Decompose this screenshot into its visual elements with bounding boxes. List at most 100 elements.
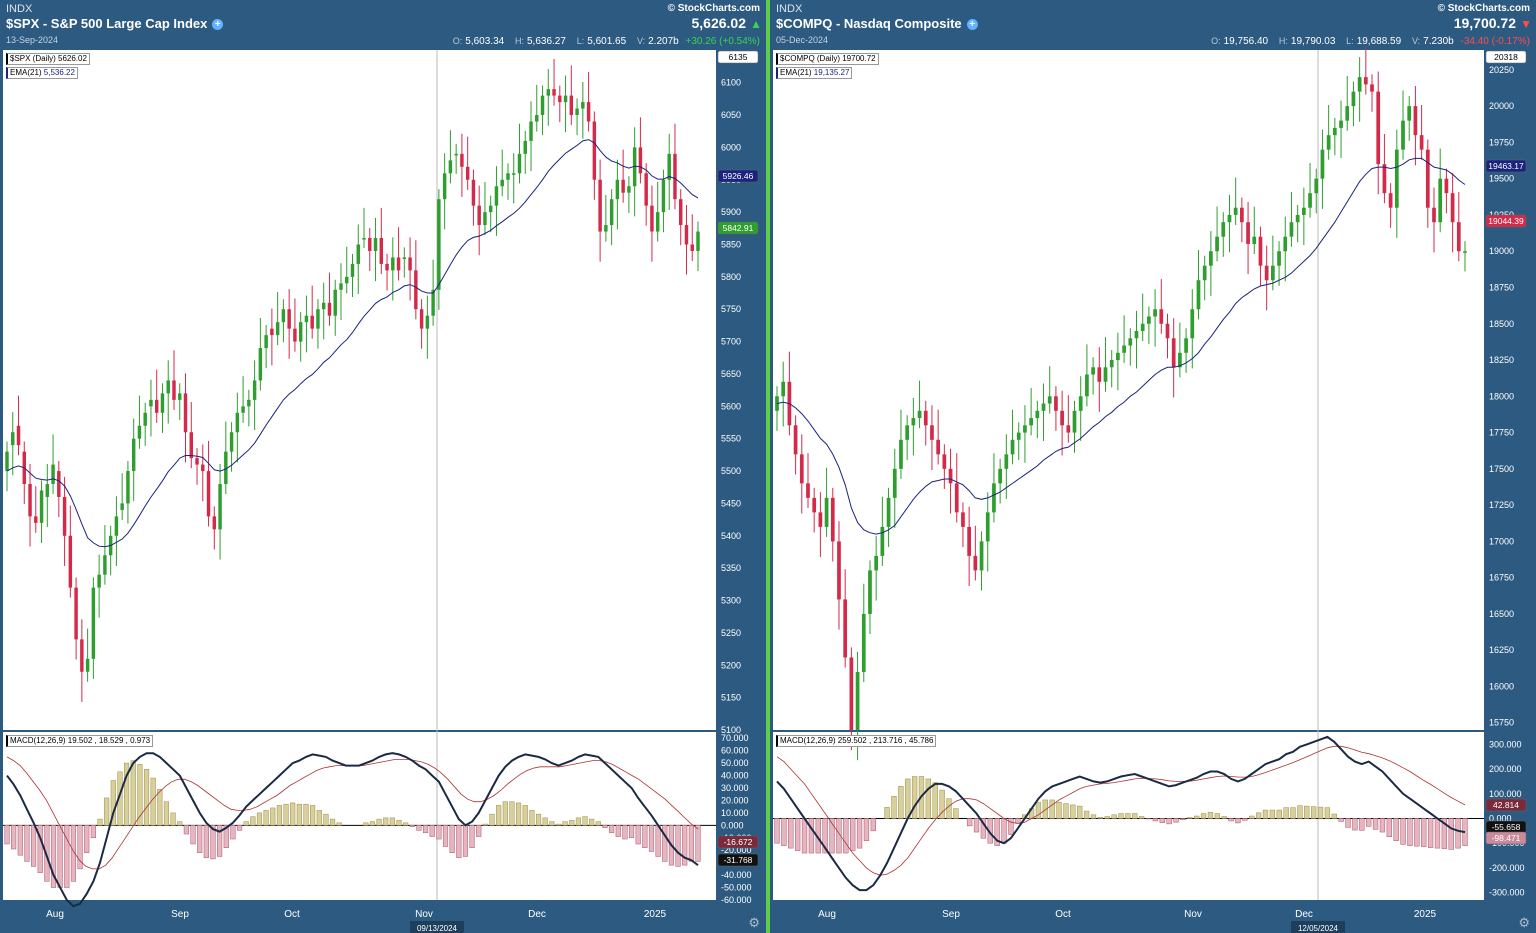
gear-icon[interactable]: ⚙ [748, 915, 760, 930]
candle-body [1047, 396, 1052, 404]
macd-histogram-bar [1207, 812, 1214, 819]
candle-body [62, 496, 67, 536]
candle-body [483, 212, 487, 226]
macd-axis-tick: 300.000 [1489, 739, 1522, 749]
chart-title[interactable]: $COMPQ - Nasdaq Composite + [776, 16, 978, 31]
low-value: 5,601.65 [587, 36, 627, 47]
x-axis-tick: Sep [942, 909, 960, 920]
candle-body [391, 257, 395, 271]
macd-histogram-bar [529, 810, 535, 826]
candle-body [592, 121, 597, 180]
candle-body [396, 257, 401, 271]
price-axis-tick: 18500 [1489, 319, 1514, 329]
candle-body [1134, 331, 1139, 339]
candle-body [998, 468, 1002, 484]
macd-histogram-bar [230, 825, 236, 840]
price-axis-tick: 15750 [1489, 718, 1514, 728]
candle-body [287, 309, 291, 329]
candle-body [414, 270, 418, 310]
macd-histogram-bar [90, 825, 96, 839]
legend-ema-value: 19,135.27 [813, 68, 850, 77]
price-axis-tick: 5200 [721, 660, 741, 670]
macd-histogram-bar [932, 782, 938, 819]
candle-body [575, 108, 579, 116]
candle-body [160, 393, 165, 413]
candle-body [1072, 410, 1077, 433]
macd-histogram-bar [822, 818, 828, 854]
macd-histogram-bar [1097, 816, 1104, 819]
candle-body [1233, 207, 1238, 215]
candle-body [1345, 106, 1350, 121]
macd-histogram-bar [1276, 809, 1282, 819]
candle-body [1209, 251, 1213, 266]
macd-histogram-bar [1352, 818, 1358, 831]
candle-body [235, 412, 240, 433]
macd-histogram-bar [1138, 816, 1145, 819]
chart-title[interactable]: $SPX - S&P 500 Large Cap Index + [6, 16, 224, 31]
macd-histogram-bar [675, 825, 681, 867]
macd-histogram-bar [243, 821, 249, 826]
macd-histogram-bar [829, 818, 835, 854]
candle-body [650, 205, 654, 232]
macd-histogram-bar [1001, 818, 1007, 844]
high-value: 5,636.27 [527, 36, 566, 47]
candle-body [837, 541, 841, 600]
candle-body [529, 121, 533, 141]
candle-body [327, 302, 332, 316]
candle-body [558, 95, 562, 103]
last-price: 5,626.02 [691, 15, 747, 31]
stockcharts-logo[interactable]: © StockCharts.com [1437, 3, 1530, 14]
macd-histogram-bar [70, 825, 77, 882]
macd-histogram-bar [143, 769, 150, 826]
macd-histogram-bar [1132, 813, 1138, 819]
candle-body [581, 102, 585, 109]
candle-body [1277, 251, 1281, 266]
stockcharts-logo[interactable]: © StockCharts.com [667, 3, 760, 14]
price-tag-label: -16.672 [724, 837, 753, 847]
candle-body [1264, 265, 1269, 281]
macd-histogram-bar [1070, 804, 1076, 819]
candle-body [954, 483, 959, 513]
spx-panel: INDX © StockCharts.com $SPX - S&P 500 La… [0, 0, 766, 933]
candle-body [690, 244, 694, 251]
macd-histogram-bar [11, 825, 17, 850]
candle-body [1085, 374, 1089, 397]
candle-body [1326, 135, 1331, 150]
candle-body [948, 468, 953, 484]
macd-histogram-bar [130, 760, 136, 826]
candle-body [627, 186, 631, 193]
high-label: H: [515, 36, 524, 46]
candle-body [500, 179, 504, 187]
macd-histogram-bar [217, 825, 223, 857]
candle-body [1419, 135, 1424, 150]
candle-body [517, 153, 522, 174]
macd-axis-tick: 0.000 [721, 820, 744, 830]
price-tag [1485, 50, 1527, 64]
candle-body [644, 173, 648, 206]
macd-histogram-bar [283, 803, 289, 826]
macd-histogram-bar [589, 818, 595, 826]
add-plus-icon[interactable]: + [212, 19, 224, 30]
candle-body [1116, 352, 1120, 361]
candle-body [166, 380, 170, 394]
macd-histogram-bar [1310, 806, 1317, 819]
macd-histogram-bar [449, 825, 455, 853]
macd-histogram-bar [1042, 799, 1048, 819]
macd-axis-tick: -300.000 [1489, 888, 1525, 898]
gear-icon[interactable]: ⚙ [1518, 915, 1530, 930]
candle-body [1240, 207, 1244, 223]
spx-chart[interactable]: 6100605060005950590058505800575057005650… [0, 0, 766, 933]
macd-histogram-bar [170, 812, 176, 826]
macd-histogram-bar [1255, 812, 1262, 819]
add-plus-icon[interactable]: + [966, 19, 978, 30]
macd-histogram-bar [1111, 814, 1117, 819]
macd-histogram-bar [1242, 818, 1248, 821]
candle-body [252, 380, 257, 400]
macd-histogram-bar [489, 813, 495, 826]
price-axis-tick: 18000 [1489, 391, 1514, 401]
volume-label: V: [1411, 36, 1421, 46]
macd-histogram-bar [1180, 818, 1186, 820]
compq-chart[interactable]: 2025020000197501950019250190001875018500… [770, 0, 1536, 933]
candle-body [34, 516, 38, 523]
candle-body [1153, 309, 1157, 317]
